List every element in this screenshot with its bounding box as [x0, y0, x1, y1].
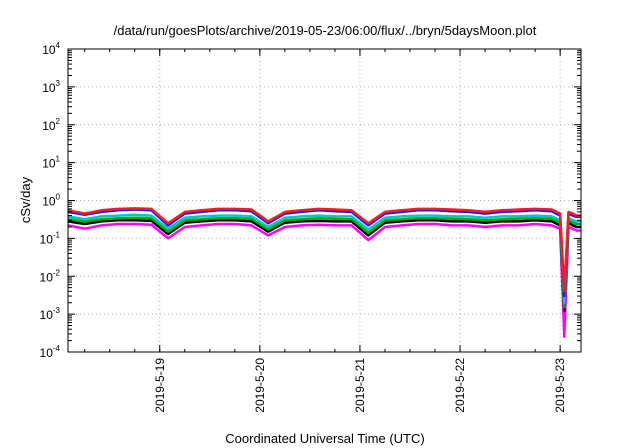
series-line-0: [67, 207, 581, 293]
series-line-1: [67, 208, 581, 298]
x-tick-label: 2019-5-21: [353, 358, 367, 413]
x-tick-label: 2019-5-23: [553, 358, 567, 413]
series-line-3: [67, 216, 581, 309]
y-tick-label: 10-3: [40, 306, 61, 322]
x-tick-labels: 2019-5-19 2019-5-20 2019-5-21 2019-5-22 2019…: [153, 358, 567, 413]
y-tick-label: 10-4: [40, 344, 61, 360]
y-tick-label: 101: [42, 155, 60, 171]
x-tick-label: 2019-5-20: [253, 358, 267, 413]
y-tick-label: 10-1: [40, 230, 61, 246]
series-line-5: [67, 222, 581, 339]
series-line-2: [67, 213, 581, 304]
series-line-4: [67, 219, 581, 313]
x-tick-label: 2019-5-19: [153, 358, 167, 413]
x-tick-label: 2019-5-22: [453, 358, 467, 413]
y-tick-label: 102: [42, 117, 60, 133]
grid: [68, 49, 581, 352]
y-tick-label: 104: [42, 41, 60, 57]
y-tick-label: 103: [42, 79, 60, 95]
ticks: [68, 48, 581, 353]
y-axis-label: cSv/day: [18, 176, 33, 223]
y-tick-label: 100: [42, 193, 60, 209]
series-layer: [67, 207, 581, 339]
y-tick-labels: 10-4 10-3 10-2 10-1 100 101 102 103 104: [40, 41, 61, 360]
chart-title: /data/run/goesPlots/archive/2019-05-23/0…: [114, 23, 537, 38]
y-tick-label: 10-2: [40, 268, 61, 284]
x-axis-label: Coordinated Universal Time (UTC): [225, 431, 424, 446]
